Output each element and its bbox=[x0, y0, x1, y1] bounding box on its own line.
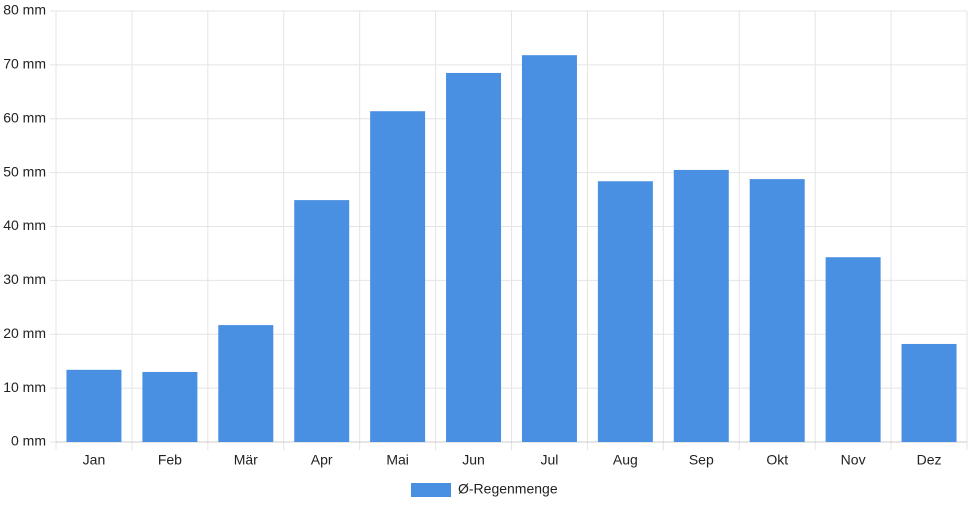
y-tick-label: 50 mm bbox=[3, 163, 46, 179]
x-tick-label: Nov bbox=[841, 452, 866, 468]
x-tick-label: Jul bbox=[541, 452, 559, 468]
bar bbox=[370, 111, 426, 443]
bar bbox=[446, 72, 502, 443]
x-tick-label: Okt bbox=[766, 452, 788, 468]
y-tick-label: 10 mm bbox=[3, 379, 46, 395]
bar bbox=[66, 369, 122, 442]
bar bbox=[749, 179, 805, 442]
y-tick-label: 60 mm bbox=[3, 109, 46, 125]
bar bbox=[673, 169, 729, 442]
x-tick-label: Apr bbox=[311, 452, 333, 468]
bar bbox=[521, 55, 577, 443]
y-tick-label: 70 mm bbox=[3, 56, 46, 72]
bar bbox=[294, 200, 350, 442]
x-tick-label: Dez bbox=[917, 452, 942, 468]
bar bbox=[218, 325, 274, 442]
x-tick-label: Mai bbox=[386, 452, 409, 468]
x-tick-label: Sep bbox=[689, 452, 714, 468]
y-tick-label: 0 mm bbox=[11, 433, 46, 449]
legend-label[interactable]: Ø-Regenmenge bbox=[458, 481, 558, 497]
x-tick-label: Mär bbox=[234, 452, 258, 468]
x-tick-label: Aug bbox=[613, 452, 638, 468]
bar bbox=[597, 181, 653, 442]
bar bbox=[142, 371, 198, 442]
y-tick-label: 30 mm bbox=[3, 271, 46, 287]
bar bbox=[901, 343, 957, 442]
x-tick-label: Jan bbox=[83, 452, 106, 468]
y-tick-label: 80 mm bbox=[3, 2, 46, 18]
x-tick-label: Feb bbox=[158, 452, 182, 468]
bar bbox=[825, 257, 881, 442]
y-tick-label: 20 mm bbox=[3, 325, 46, 341]
x-tick-label: Jun bbox=[462, 452, 485, 468]
legend-swatch[interactable] bbox=[411, 483, 451, 497]
y-tick-label: 40 mm bbox=[3, 217, 46, 233]
